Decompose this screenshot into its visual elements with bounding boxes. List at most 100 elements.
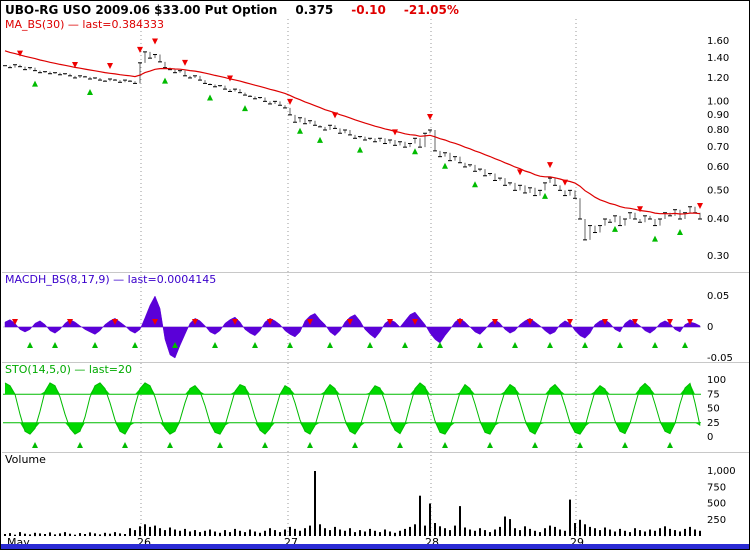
buy-arrow-icon — [92, 342, 98, 348]
volume-bar — [144, 524, 146, 536]
volume-bar — [249, 529, 251, 536]
volume-bar — [19, 532, 21, 536]
price-axis-label: 0.40 — [707, 214, 729, 225]
sell-arrow-icon — [12, 319, 18, 325]
volume-bar — [279, 532, 281, 536]
sto-label: STO(14,5,0) — last=20 — [5, 363, 132, 376]
volume-bar — [254, 531, 256, 536]
volume-bar — [39, 533, 41, 536]
macd-axis-label: 0.05 — [707, 291, 729, 302]
buy-arrow-icon — [357, 146, 363, 153]
volume-bar — [99, 534, 101, 536]
price-axis-label: 1.20 — [707, 73, 729, 84]
volume-bar — [164, 530, 166, 536]
volume-bar — [504, 516, 506, 536]
buy-arrow-icon — [577, 442, 583, 448]
sell-arrow-icon — [457, 319, 463, 325]
buy-arrow-icon — [442, 442, 448, 448]
volume-bar — [274, 530, 276, 536]
volume-bar — [264, 530, 266, 536]
volume-axis-label: 250 — [707, 515, 726, 526]
volume-bar — [474, 530, 476, 536]
buy-arrow-icon — [487, 442, 493, 448]
buy-arrow-icon — [52, 342, 58, 348]
volume-bar — [349, 528, 351, 536]
volume-bar — [259, 532, 261, 537]
sell-arrow-icon — [697, 203, 703, 210]
buy-arrow-icon — [402, 342, 408, 348]
buy-arrow-icon — [132, 342, 138, 348]
volume-bar — [269, 528, 271, 536]
volume-bar — [674, 530, 676, 536]
price-axis-label: 0.80 — [707, 125, 729, 136]
volume-bar — [49, 532, 51, 536]
volume-bar — [294, 528, 296, 536]
volume-bar — [549, 525, 551, 536]
macd-axis-label: -0.05 — [707, 353, 733, 364]
volume-bar — [69, 533, 71, 536]
buy-arrow-icon — [542, 192, 548, 199]
volume-bar — [574, 523, 576, 536]
volume-bar — [359, 530, 361, 536]
header: UBO-RG USO 2009.06 $33.00 Put Option 0.37… — [5, 3, 477, 17]
macd-label: MACDH_BS(8,17,9) — last=0.0004145 — [5, 273, 217, 286]
volume-bar — [599, 530, 601, 536]
volume-bar — [509, 519, 511, 536]
volume-bar — [199, 532, 201, 536]
volume-bar — [204, 530, 206, 536]
sto-overbought-fill — [5, 382, 700, 395]
volume-bar — [309, 525, 311, 536]
volume-bar — [484, 530, 486, 536]
volume-bar — [594, 528, 596, 536]
volume-bar — [369, 528, 371, 536]
buy-arrow-icon — [262, 442, 268, 448]
volume-bar — [344, 530, 346, 536]
volume-bar — [424, 525, 426, 536]
macd-histogram — [4, 295, 701, 359]
sell-arrow-icon — [107, 63, 113, 70]
sell-arrow-icon — [67, 319, 73, 325]
buy-arrow-icon — [307, 442, 313, 448]
volume-bar — [664, 526, 666, 537]
buy-arrow-icon — [217, 442, 223, 448]
volume-bar — [334, 526, 336, 536]
volume-bar — [479, 528, 481, 536]
buy-arrow-icon — [242, 105, 248, 112]
buy-arrow-icon — [477, 342, 483, 348]
volume-bar — [24, 533, 26, 536]
sell-arrow-icon — [332, 112, 338, 119]
volume-bar — [579, 519, 581, 537]
volume-bar — [604, 527, 606, 536]
sell-arrow-icon — [72, 61, 78, 68]
volume-bar — [129, 528, 131, 536]
volume-bar — [14, 534, 16, 536]
volume-bar — [284, 529, 286, 536]
buy-arrow-icon — [437, 342, 443, 348]
buy-arrow-icon — [612, 225, 618, 232]
volume-bar — [379, 532, 381, 536]
volume-bar — [404, 528, 406, 536]
buy-arrow-icon — [167, 442, 173, 448]
buy-arrow-icon — [652, 235, 658, 242]
buy-arrow-icon — [582, 342, 588, 348]
volume-bar — [224, 530, 226, 536]
volume-bar — [584, 524, 586, 536]
buy-arrow-icon — [122, 442, 128, 448]
volume-bar — [354, 532, 356, 536]
sell-arrow-icon — [637, 206, 643, 213]
volume-bar — [324, 528, 326, 536]
volume-bar — [679, 531, 681, 536]
price-axis-label: 0.50 — [707, 185, 729, 196]
sto-line — [4, 382, 701, 435]
sell-arrow-icon — [632, 319, 638, 325]
macd-axis-label: 0 — [707, 322, 713, 333]
volume-bar — [434, 523, 436, 536]
volume-bar — [394, 532, 396, 537]
volume-bar — [569, 499, 571, 536]
sell-arrow-icon — [192, 319, 198, 325]
volume-bar — [139, 526, 141, 537]
volume-bar — [79, 533, 81, 536]
volume-bar — [699, 530, 701, 536]
volume-bar — [154, 525, 156, 536]
sell-arrow-icon — [412, 319, 418, 325]
